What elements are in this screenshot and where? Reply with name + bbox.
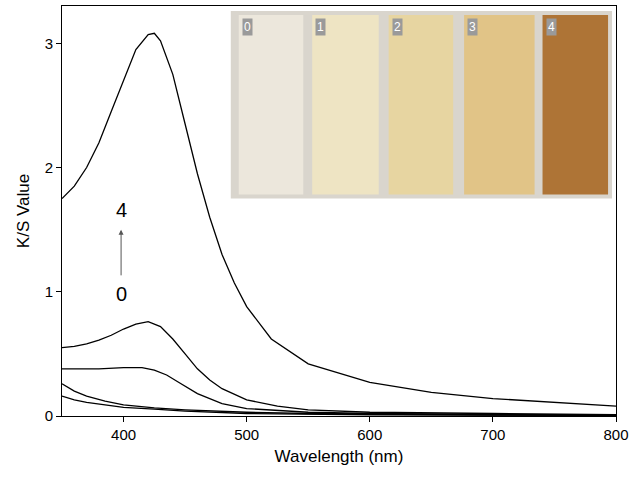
svg-text:0: 0 — [116, 283, 127, 305]
svg-text:K/S Value: K/S Value — [14, 174, 33, 248]
svg-text:3: 3 — [469, 20, 476, 34]
svg-text:500: 500 — [234, 426, 259, 443]
svg-text:3: 3 — [45, 35, 53, 52]
svg-text:0: 0 — [244, 20, 251, 34]
svg-text:4: 4 — [116, 199, 127, 221]
svg-text:0: 0 — [45, 407, 53, 424]
svg-text:400: 400 — [111, 426, 136, 443]
svg-text:1: 1 — [45, 283, 53, 300]
svg-text:Wavelength (nm): Wavelength (nm) — [275, 447, 404, 466]
svg-text:1: 1 — [317, 20, 324, 34]
svg-text:2: 2 — [394, 20, 401, 34]
svg-text:800: 800 — [603, 426, 628, 443]
svg-text:600: 600 — [357, 426, 382, 443]
svg-text:4: 4 — [548, 20, 555, 34]
svg-text:2: 2 — [45, 159, 53, 176]
svg-text:700: 700 — [480, 426, 505, 443]
